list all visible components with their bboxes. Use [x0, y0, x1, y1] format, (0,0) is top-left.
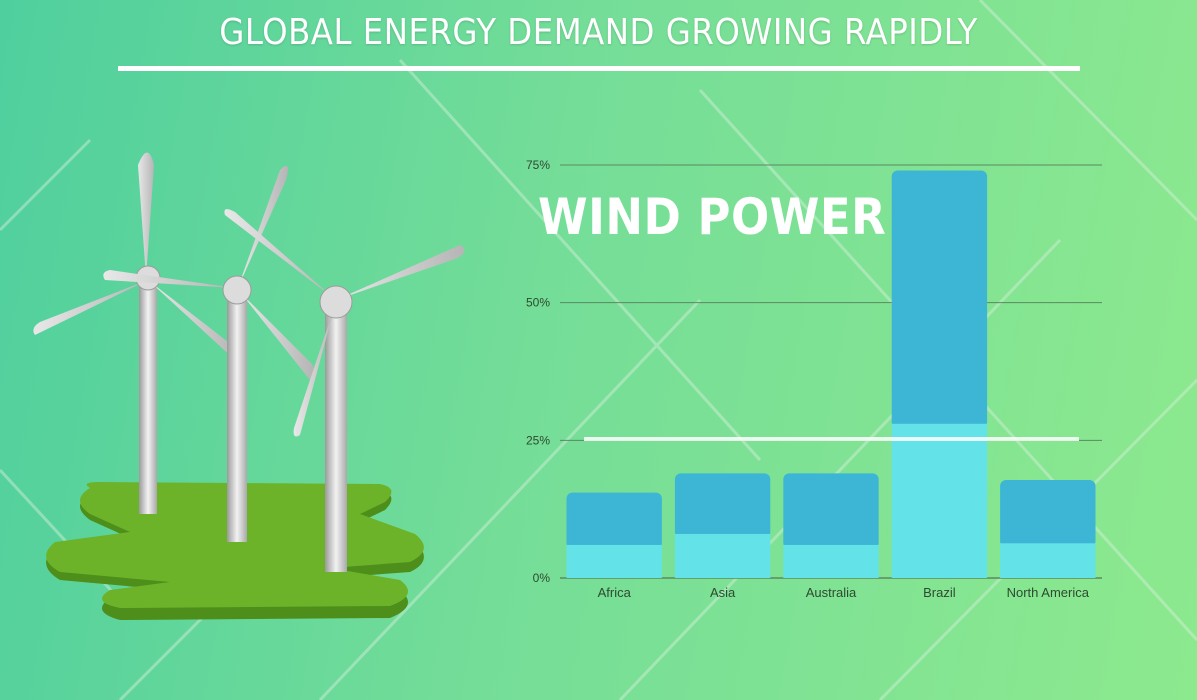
- x-tick-label: Brazil: [923, 585, 956, 600]
- y-tick-label: 25%: [526, 433, 550, 447]
- x-tick-label: North America: [1007, 585, 1090, 600]
- bar-segment-bottom: [566, 544, 662, 578]
- wind-turbines-illustration: [33, 152, 465, 620]
- bar-segment-bottom: [674, 533, 771, 578]
- y-tick-label: 0%: [533, 571, 551, 585]
- bar-segment-top: [566, 492, 662, 549]
- highlight-line: [584, 437, 1079, 441]
- y-tick-label: 50%: [526, 296, 550, 310]
- bar-segment-top: [891, 170, 988, 428]
- wind-power-bar-chart: 0% 25% 50% 75% Africa Asia Australia Brazil Nor…: [526, 158, 1102, 600]
- title-underline: [118, 66, 1080, 71]
- bar-segment-top: [1000, 479, 1096, 548]
- bar-segment-bottom: [1000, 543, 1096, 578]
- chart-y-tick-labels: 0% 25% 50% 75%: [526, 158, 550, 585]
- turbine-right: [224, 209, 465, 572]
- bar-segment-bottom: [891, 423, 988, 578]
- chart-x-tick-labels: Africa Asia Australia Brazil North America: [598, 585, 1090, 600]
- y-tick-label: 75%: [526, 158, 550, 172]
- page-title: GLOBAL ENERGY DEMAND GROWING RAPIDLY: [219, 12, 978, 53]
- x-tick-label: Australia: [806, 585, 857, 600]
- turbine-middle: [103, 165, 315, 542]
- bar-segment-top: [674, 473, 771, 538]
- turbine-left: [33, 152, 238, 514]
- x-tick-label: Africa: [598, 585, 632, 600]
- chart-bars: [566, 170, 1096, 578]
- bar-segment-bottom: [783, 544, 879, 578]
- chart-title: WIND POWER: [538, 188, 887, 246]
- bar-segment-top: [783, 473, 879, 549]
- x-tick-label: Asia: [710, 585, 736, 600]
